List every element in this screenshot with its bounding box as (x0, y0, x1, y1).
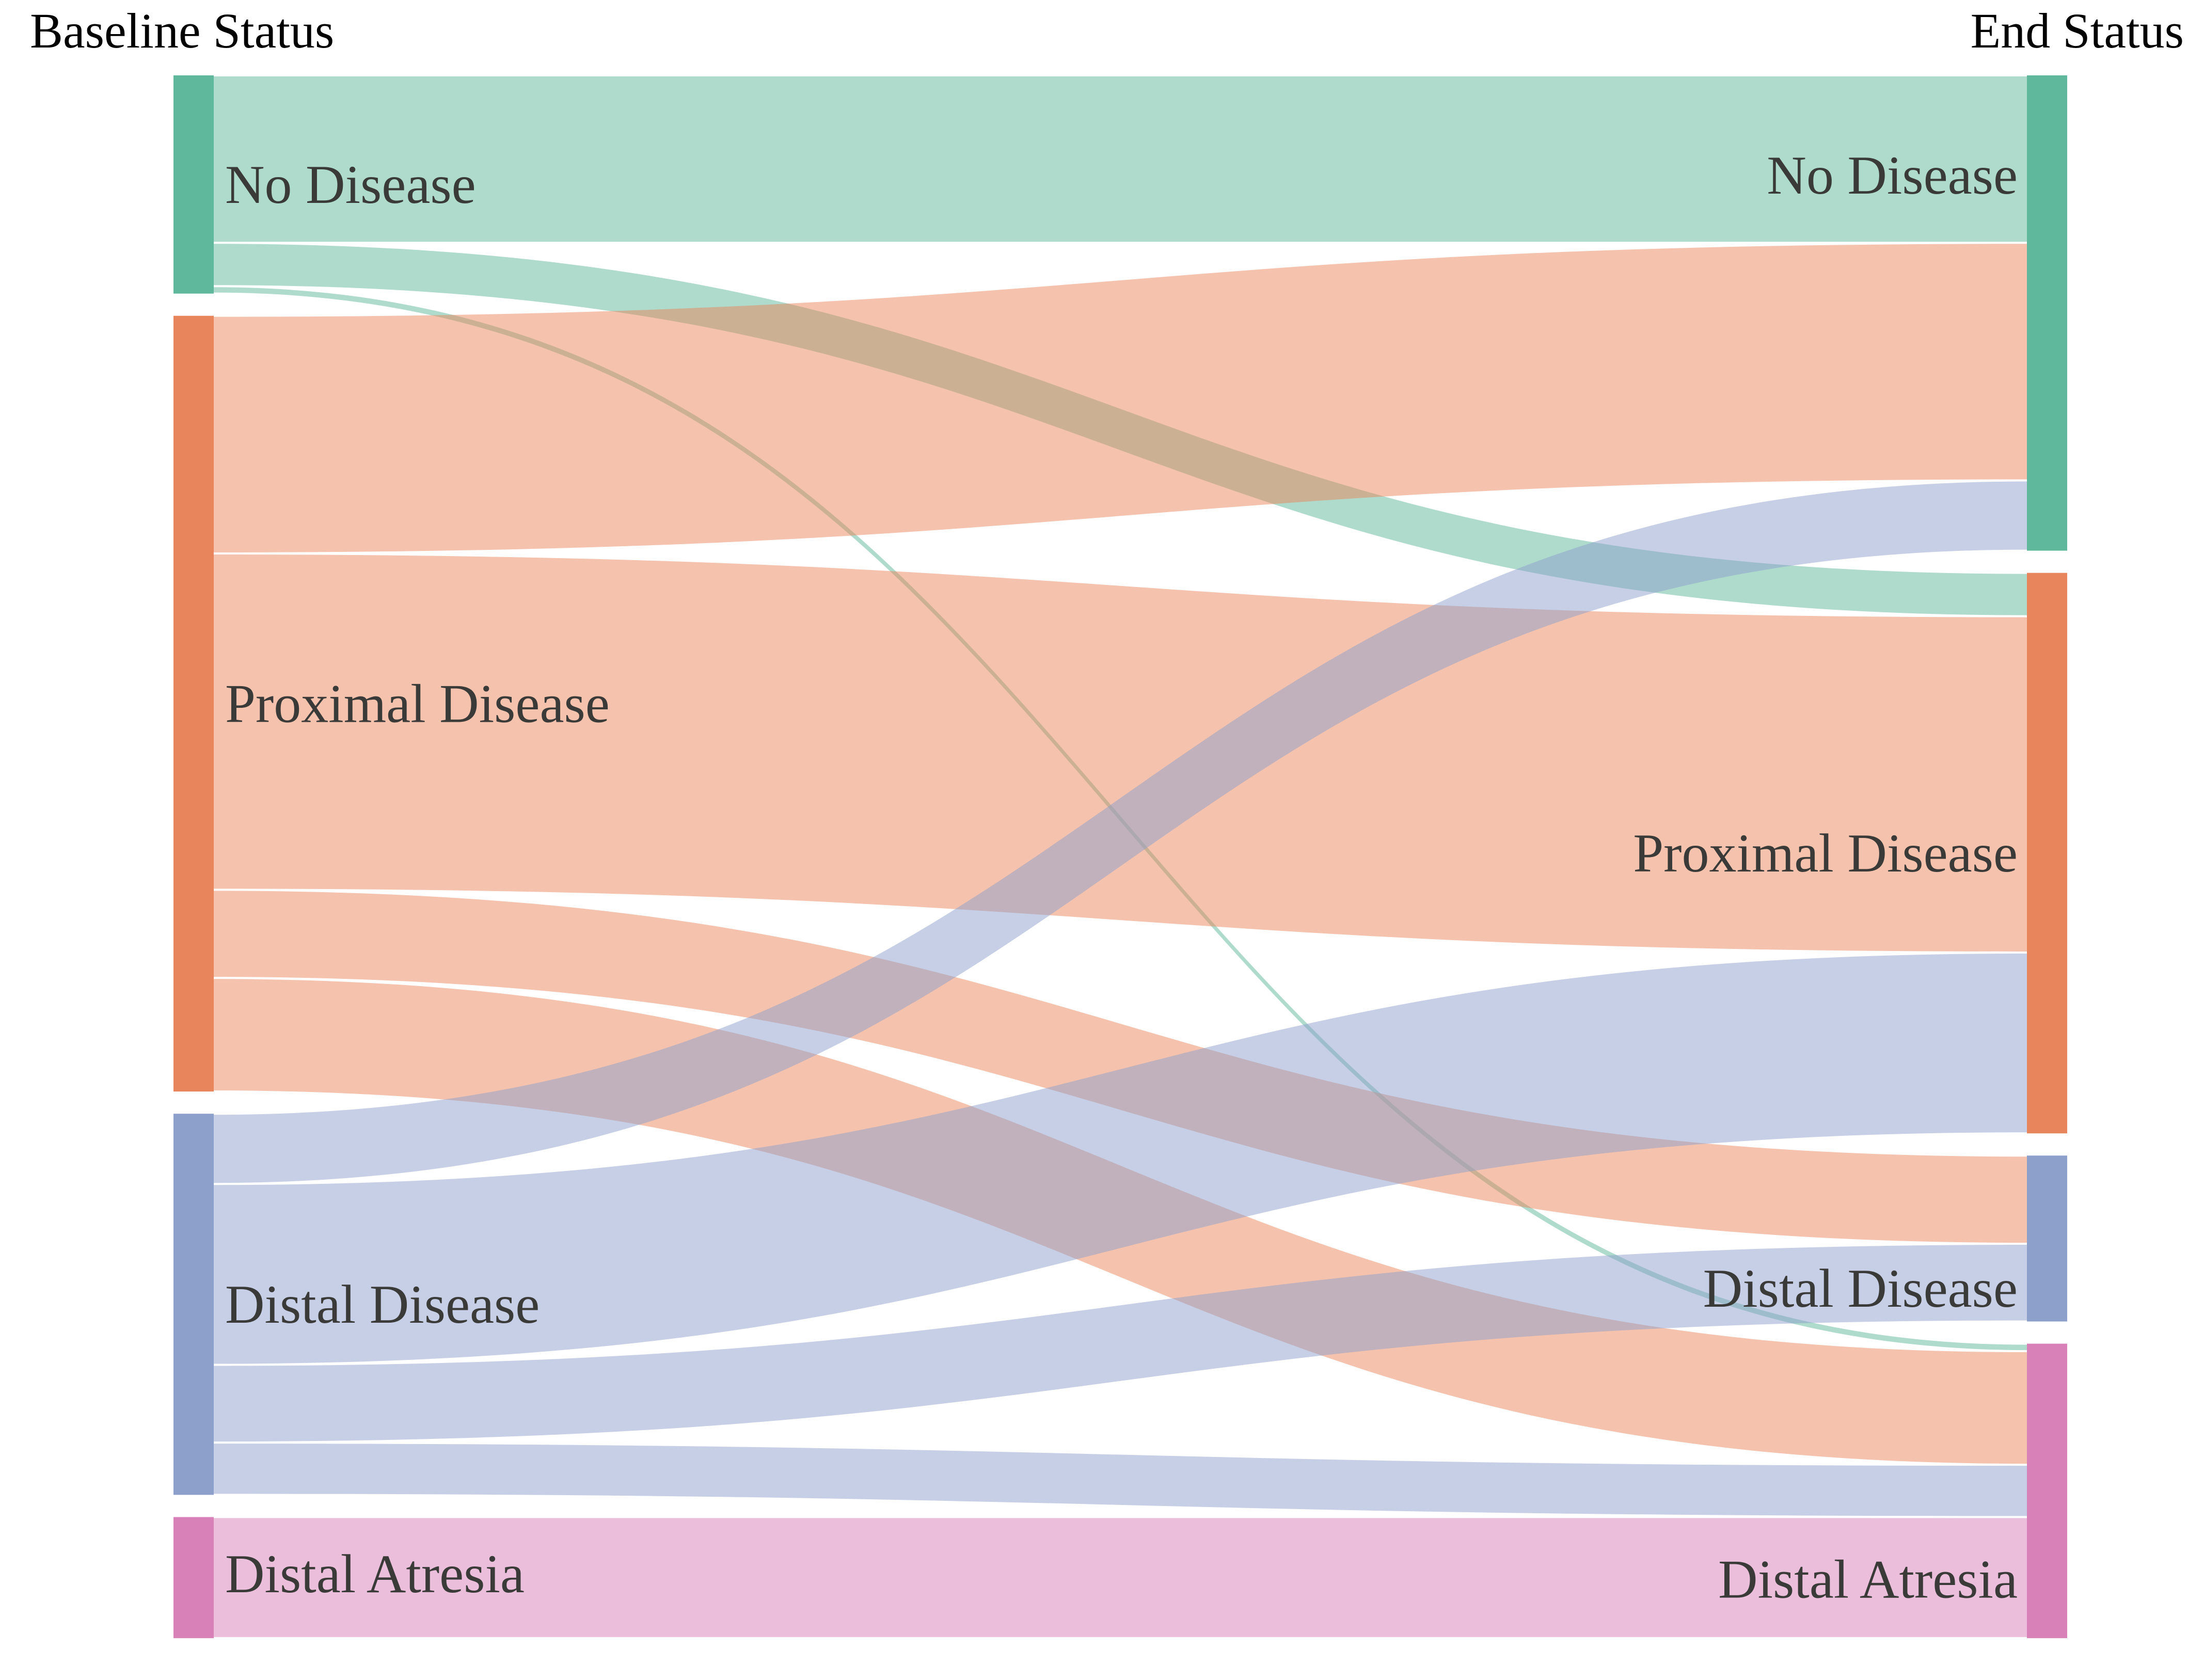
node-end-proximal_disease[interactable] (2027, 573, 2067, 1134)
flow-no_disease-to-no_disease[interactable] (214, 76, 2027, 242)
flow-proximal_disease-to-proximal_disease[interactable] (214, 554, 2027, 952)
node-baseline-no_disease[interactable] (173, 75, 214, 294)
label-end-distal_disease: Distal Disease (1703, 1258, 2018, 1319)
end-axis-title: End Status (1971, 3, 2184, 58)
node-baseline-distal_atresia[interactable] (173, 1517, 214, 1638)
node-baseline-distal_disease[interactable] (173, 1114, 214, 1495)
flow-distal_atresia-to-distal_atresia[interactable] (214, 1518, 2027, 1637)
label-end-proximal_disease: Proximal Disease (1633, 823, 2018, 883)
label-baseline-no_disease: No Disease (225, 154, 476, 215)
node-end-distal_atresia[interactable] (2027, 1343, 2067, 1638)
node-end-no_disease[interactable] (2027, 75, 2067, 551)
flow-distal_disease-to-proximal_disease[interactable] (214, 953, 2027, 1364)
label-end-distal_atresia: Distal Atresia (1718, 1549, 2018, 1609)
node-baseline-proximal_disease[interactable] (173, 315, 214, 1092)
flow-distal_disease-to-distal_atresia[interactable] (214, 1444, 2027, 1516)
label-baseline-proximal_disease: Proximal Disease (225, 673, 610, 734)
label-baseline-distal_atresia: Distal Atresia (225, 1544, 525, 1604)
flow-proximal_disease-to-no_disease[interactable] (214, 244, 2027, 552)
node-end-distal_disease[interactable] (2027, 1155, 2067, 1322)
baseline-axis-title: Baseline Status (30, 3, 334, 58)
label-baseline-distal_disease: Distal Disease (225, 1274, 540, 1335)
flow-distal_disease-to-distal_disease[interactable] (214, 1245, 2027, 1442)
flow-distal_disease-to-no_disease[interactable] (214, 481, 2027, 1183)
label-end-no_disease: No Disease (1767, 145, 2018, 205)
